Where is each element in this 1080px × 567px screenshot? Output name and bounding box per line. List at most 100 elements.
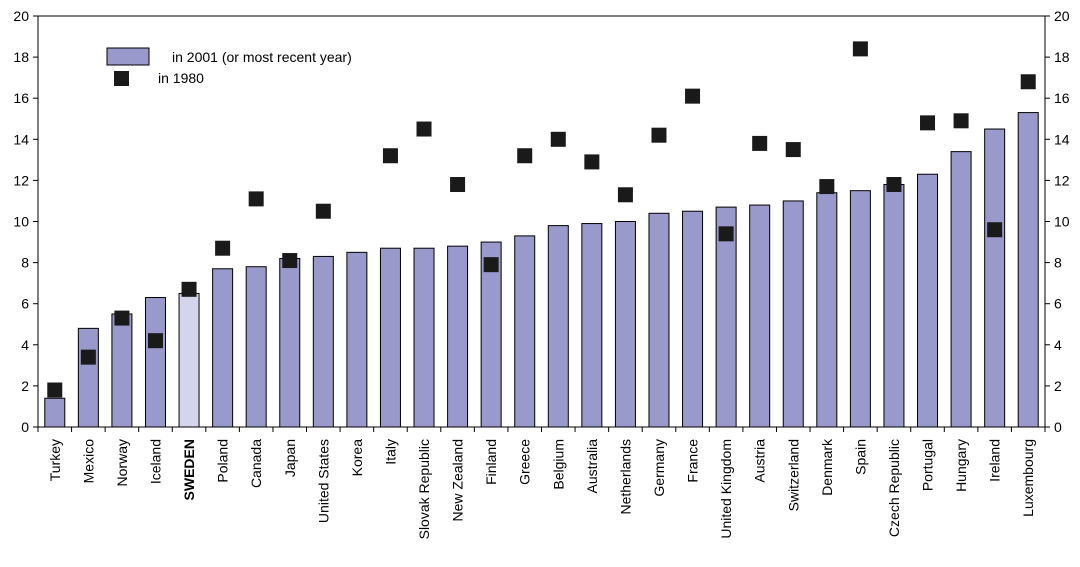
- category-label: Belgium: [550, 439, 566, 490]
- y-tick-label-right: 2: [1054, 378, 1062, 394]
- category-label: Denmark: [819, 438, 835, 496]
- marker-1980: [47, 382, 63, 398]
- bar-2001: [950, 151, 972, 428]
- category-label: Canada: [248, 439, 264, 488]
- y-tick-label-left: 18: [13, 49, 29, 65]
- bar-2001: [849, 190, 871, 428]
- labels-layer: Turkey Mexico Norway Iceland SWEDEN Poland Can…: [47, 438, 1036, 539]
- legend-marker-1980: [114, 71, 129, 86]
- bar-2001: [614, 221, 636, 428]
- bar-2001: [514, 235, 536, 428]
- y-tick-label-right: 10: [1054, 214, 1070, 230]
- marker-1980: [920, 115, 936, 131]
- y-tick-label-right: 0: [1054, 419, 1062, 435]
- category-label: Italy: [382, 439, 398, 465]
- y-tick-label-left: 8: [21, 255, 29, 271]
- y-tick-label-left: 16: [13, 90, 29, 106]
- bar-2001: [279, 257, 301, 428]
- y-tick-label-left: 12: [13, 172, 29, 188]
- category-label: Portugal: [920, 439, 936, 491]
- bar-2001: [312, 255, 334, 428]
- y-tick-label-right: 18: [1054, 49, 1070, 65]
- y-tick-label-left: 2: [21, 378, 29, 394]
- category-label: Finland: [483, 439, 499, 485]
- marker-1980: [114, 310, 130, 326]
- y-tick-label-left: 14: [13, 131, 29, 147]
- bar-2001: [346, 251, 368, 428]
- legend-label-2001: in 2001 (or most recent year): [172, 49, 352, 65]
- legend-swatch-2001: [106, 47, 150, 66]
- axes-layer: 0 0 2 2 4 4 6 6 8 8 10 10 12 12 14 14 16 16 18 18 20 20: [13, 8, 1069, 435]
- category-label: Australia: [584, 439, 600, 494]
- y-tick-label-right: 12: [1054, 172, 1070, 188]
- category-label: Germany: [651, 439, 667, 497]
- bar-2001: [447, 245, 469, 428]
- marker-1980: [550, 131, 566, 147]
- bar-2001: [1017, 112, 1039, 428]
- category-label: Japan: [282, 439, 298, 477]
- bars-layer: [44, 112, 1039, 428]
- marker-1980: [987, 222, 1003, 238]
- bar-2001: [816, 192, 838, 428]
- category-label: Mexico: [80, 439, 96, 484]
- category-label: Norway: [114, 439, 130, 486]
- marker-1980: [785, 142, 801, 158]
- category-label: Luxembourg: [1020, 439, 1036, 517]
- category-label: Ireland: [987, 439, 1003, 482]
- marker-1980: [80, 349, 96, 365]
- marker-1980: [215, 240, 231, 256]
- marker-1980: [718, 226, 734, 242]
- marker-1980: [1020, 74, 1036, 90]
- bar-2001: [984, 128, 1006, 428]
- category-label: Czech Republic: [886, 439, 902, 537]
- bar-2001: [715, 206, 737, 428]
- category-label: Hungary: [953, 439, 969, 492]
- category-label: Slovak Republic: [416, 439, 432, 539]
- bar-2001: [77, 327, 99, 428]
- category-label: Greece: [517, 439, 533, 485]
- y-tick-label-left: 10: [13, 214, 29, 230]
- bar-2001: [245, 266, 267, 428]
- category-label: Korea: [349, 439, 365, 477]
- bar-2001: [212, 268, 234, 428]
- legend: in 2001 (or most recent year) in 1980: [106, 47, 352, 86]
- bar-2001: [917, 173, 939, 428]
- y-tick-label-right: 20: [1054, 8, 1070, 24]
- bar-2001: [749, 204, 771, 428]
- bar-2001: [581, 223, 603, 428]
- y-tick-label-right: 16: [1054, 90, 1070, 106]
- category-label: Turkey: [47, 439, 63, 481]
- bar-2001: [782, 200, 804, 428]
- category-label: Spain: [852, 439, 868, 475]
- y-tick-label-right: 4: [1054, 337, 1062, 353]
- marker-1980: [685, 88, 701, 104]
- marker-1980: [617, 187, 633, 203]
- category-label: United States: [315, 439, 331, 523]
- marker-1980: [282, 253, 298, 269]
- marker-1980: [483, 257, 499, 273]
- category-label: Iceland: [147, 439, 163, 484]
- category-label: Austria: [752, 439, 768, 483]
- y-tick-label-left: 0: [21, 419, 29, 435]
- marker-1980: [953, 113, 969, 129]
- marker-1980: [651, 127, 667, 143]
- bar-2001: [379, 247, 401, 428]
- marker-1980: [147, 333, 163, 349]
- category-label: Netherlands: [617, 439, 633, 515]
- marker-1980: [382, 148, 398, 164]
- bar-2001: [44, 397, 66, 428]
- markers-layer: [47, 41, 1036, 398]
- bar-2001: [413, 247, 435, 428]
- category-label: France: [685, 439, 701, 483]
- category-label: SWEDEN: [181, 439, 197, 500]
- marker-1980: [819, 179, 835, 195]
- marker-1980: [584, 154, 600, 170]
- bar-2001: [648, 212, 670, 428]
- y-tick-label-right: 6: [1054, 296, 1062, 312]
- y-tick-label-right: 14: [1054, 131, 1070, 147]
- category-label: New Zealand: [450, 439, 466, 521]
- category-label: United Kingdom: [718, 439, 734, 539]
- bar-2001: [883, 184, 905, 428]
- bar-2001: [547, 225, 569, 428]
